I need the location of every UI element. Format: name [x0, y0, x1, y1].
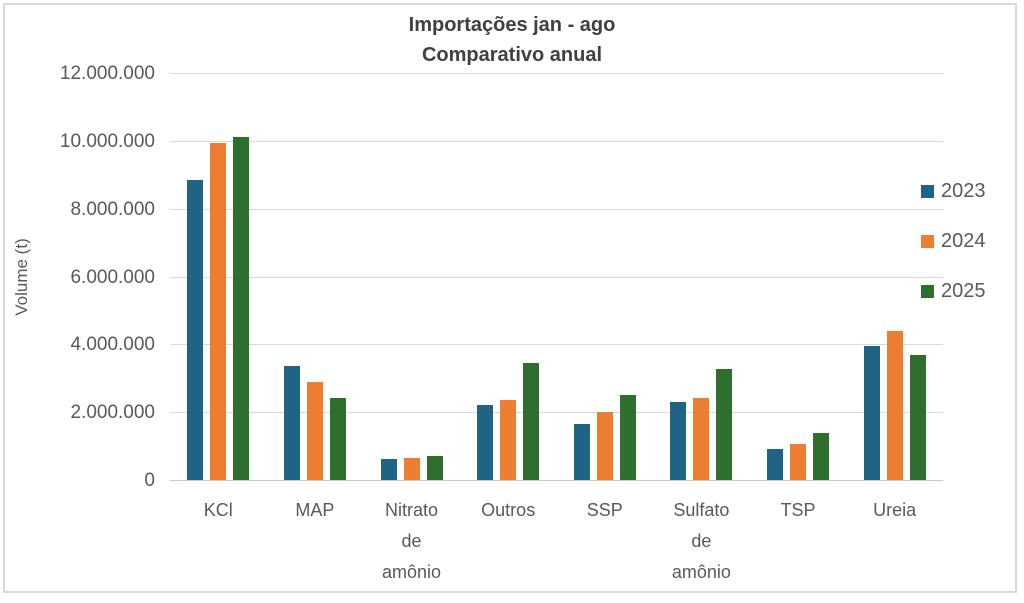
legend: 2023 2024 2025 — [921, 166, 986, 316]
bar-2024-nitrato-de-amonio — [403, 457, 420, 480]
bar-2024-sulfato-de-amonio — [693, 397, 710, 480]
y-tick-label: 12.000.000 — [59, 63, 155, 84]
bar-2024-outros — [500, 399, 517, 480]
y-tick-label: 2.000.000 — [70, 402, 155, 424]
bar-2023-nitrato-de-amonio — [380, 458, 397, 480]
legend-item-2023: 2023 — [921, 166, 986, 216]
category-label-tsp: TSP — [780, 500, 816, 520]
legend-swatch-icon — [921, 284, 934, 298]
bar-2023-map — [283, 366, 300, 480]
category-label-sulfato-de-amonio: Sulfato de amônio — [671, 500, 731, 582]
y-tick-label: 4.000.000 — [70, 334, 155, 356]
bar-2024-tsp — [790, 444, 807, 480]
chart-title: Importações jan - ago — [408, 14, 616, 36]
category-label-nitrato-de-amonio: Nitrato de amônio — [382, 500, 442, 582]
bar-2025-ssp — [619, 395, 636, 480]
y-tick-label: 8.000.000 — [70, 198, 155, 220]
y-tick-label: 10.000.000 — [59, 130, 155, 152]
gridline — [170, 412, 943, 414]
category-label-ureia: Ureia — [873, 500, 917, 520]
category-label-kcl: KCl — [203, 500, 233, 520]
gridline — [170, 73, 943, 74]
legend-label: 2025 — [941, 279, 986, 302]
category-label-ssp: SSP — [586, 500, 623, 520]
bar-2025-tsp — [813, 432, 830, 480]
y-tick-label: 0 — [144, 470, 155, 491]
bar-2025-kcl — [233, 137, 250, 480]
x-axis-line — [170, 480, 943, 481]
bar-2024-map — [306, 381, 323, 480]
bar-2023-outros — [477, 405, 494, 480]
chart-title-block: Importações jan - ago Comparativo anual — [0, 10, 1024, 70]
gridline — [170, 276, 943, 278]
category-label-map: MAP — [295, 500, 335, 520]
legend-swatch-icon — [921, 234, 934, 248]
bar-2023-tsp — [767, 448, 784, 480]
legend-item-2024: 2024 — [921, 216, 986, 266]
bar-2024-ureia — [886, 330, 903, 480]
gridline — [170, 140, 943, 142]
legend-label: 2024 — [941, 229, 986, 252]
legend-label: 2023 — [941, 179, 986, 202]
chart-subtitle: Comparativo anual — [421, 44, 603, 66]
gridline — [170, 208, 943, 210]
bar-2024-ssp — [596, 412, 613, 480]
bar-2025-map — [329, 397, 346, 480]
bar-2023-kcl — [187, 179, 204, 480]
bar-2023-sulfato-de-amonio — [670, 402, 687, 480]
gridline — [170, 344, 943, 346]
plot-area — [170, 73, 943, 481]
bar-2025-ureia — [909, 354, 926, 480]
bar-2025-sulfato-de-amonio — [716, 369, 733, 480]
bar-2025-nitrato-de-amonio — [426, 456, 443, 480]
category-label-outros: Outros — [481, 500, 536, 520]
bar-2025-outros — [523, 363, 540, 480]
legend-item-2025: 2025 — [921, 266, 986, 316]
bar-2024-kcl — [210, 142, 227, 480]
y-tick-label: 6.000.000 — [70, 266, 155, 288]
legend-swatch-icon — [921, 184, 934, 198]
bar-2023-ureia — [863, 346, 880, 480]
chart-border-frame — [3, 3, 1017, 593]
bar-2023-ssp — [573, 424, 590, 480]
